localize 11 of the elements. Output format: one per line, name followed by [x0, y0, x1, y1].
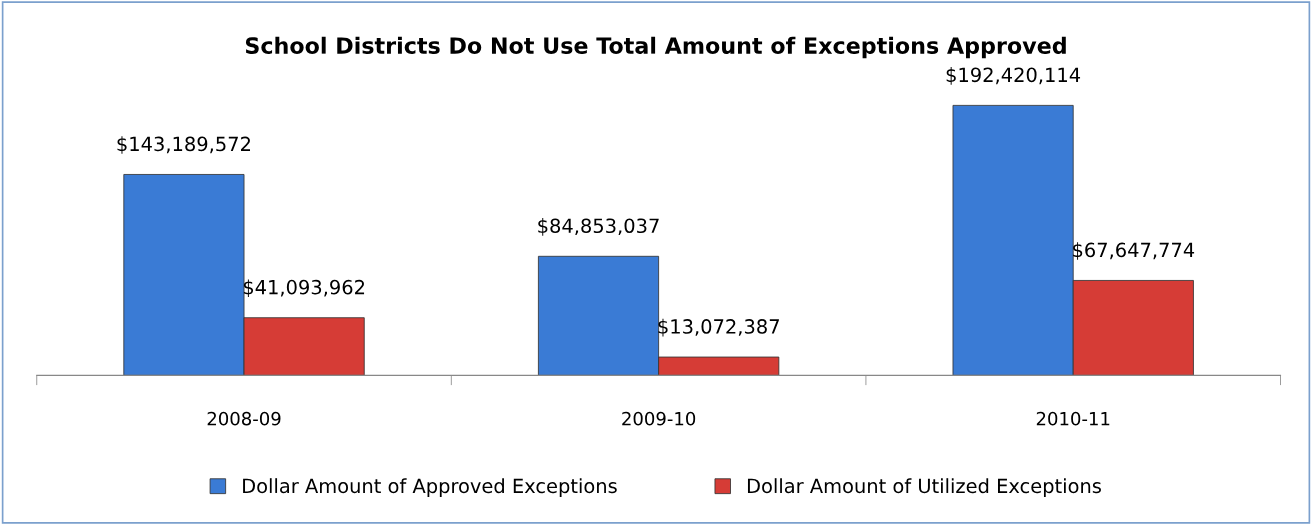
- data-label: $84,853,037: [538, 218, 659, 236]
- legend-label: Dollar Amount of Utilized Exceptions: [747, 478, 1101, 497]
- data-label: $41,093,962: [243, 279, 365, 298]
- legend-label: Dollar Amount of Approved Exceptions: [243, 478, 617, 497]
- x-tick-label: 2009-10: [622, 411, 696, 426]
- x-tick-label: 2010-11: [1036, 411, 1110, 426]
- data-label: $67,647,774: [1073, 242, 1195, 260]
- data-label: $143,189,572: [117, 136, 250, 154]
- data-label: $192,420,114: [946, 67, 1081, 85]
- chart-title: School Districts Do Not Use Total Amount of Exceptions Approved: [245, 36, 1066, 59]
- x-tick-label: 2008-09: [207, 411, 281, 426]
